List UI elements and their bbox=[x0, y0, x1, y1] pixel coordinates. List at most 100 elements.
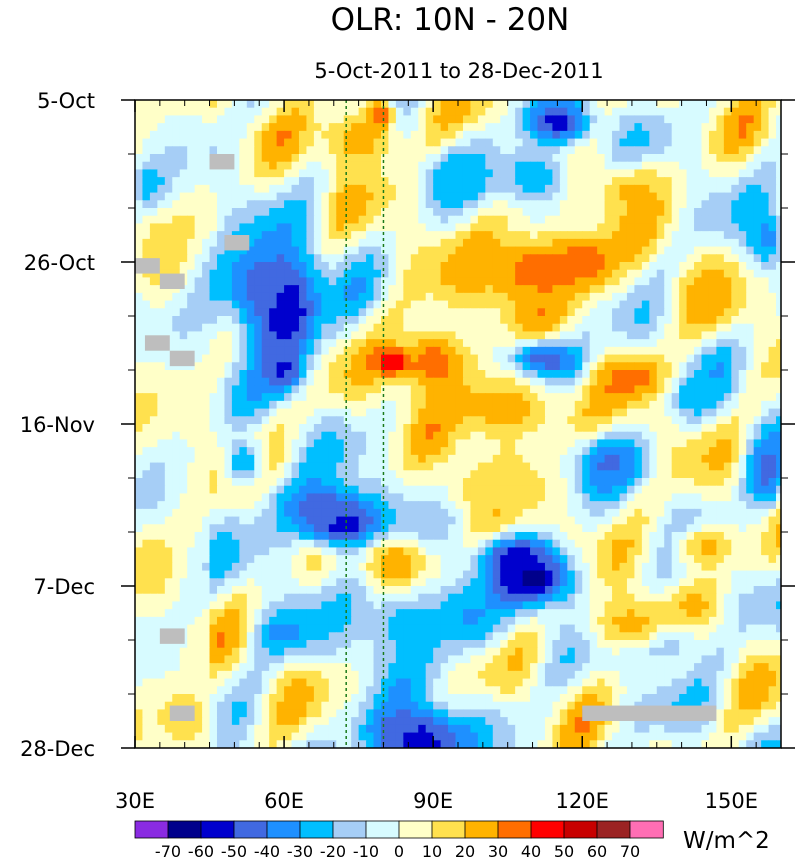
field-cell bbox=[656, 208, 665, 217]
field-cell bbox=[157, 254, 166, 263]
field-cell bbox=[641, 184, 650, 194]
field-cell bbox=[619, 246, 628, 255]
field-cell bbox=[254, 447, 263, 456]
field-cell bbox=[276, 416, 285, 425]
field-cell bbox=[731, 431, 740, 441]
field-cell bbox=[641, 177, 650, 186]
field-cell bbox=[649, 377, 658, 387]
field-cell bbox=[306, 354, 315, 363]
field-cell bbox=[351, 138, 360, 147]
field-cell bbox=[321, 208, 330, 217]
field-cell bbox=[276, 462, 285, 471]
field-cell bbox=[380, 454, 390, 464]
field-cell bbox=[753, 400, 762, 410]
field-cell bbox=[388, 277, 397, 286]
field-cell bbox=[738, 308, 747, 317]
field-cell bbox=[418, 208, 427, 217]
field-cell bbox=[768, 408, 777, 417]
field-cell bbox=[380, 416, 390, 425]
field-cell bbox=[597, 277, 606, 286]
field-cell bbox=[723, 331, 732, 340]
field-cell bbox=[433, 385, 442, 394]
field-cell bbox=[716, 362, 725, 371]
field-cell bbox=[701, 130, 710, 140]
field-cell bbox=[231, 184, 240, 194]
field-cell bbox=[716, 277, 725, 286]
field-cell bbox=[574, 177, 583, 186]
field-cell bbox=[626, 508, 635, 518]
field-cell bbox=[403, 100, 412, 109]
field-cell bbox=[433, 339, 442, 348]
field-cell bbox=[351, 184, 360, 194]
field-cell bbox=[455, 485, 464, 495]
field-cell bbox=[448, 431, 457, 441]
field-cell bbox=[708, 177, 717, 186]
field-cell bbox=[216, 146, 226, 155]
field-cell bbox=[671, 192, 680, 201]
field-cell bbox=[716, 470, 725, 479]
field-cell bbox=[351, 393, 360, 402]
field-cell bbox=[380, 323, 390, 333]
field-cell bbox=[366, 154, 375, 163]
field-cell bbox=[485, 246, 494, 255]
field-cell bbox=[202, 532, 211, 541]
field-cell bbox=[209, 516, 218, 525]
field-cell bbox=[686, 385, 695, 394]
field-cell bbox=[530, 262, 539, 271]
field-cell bbox=[216, 439, 226, 448]
field-cell bbox=[343, 138, 352, 147]
field-cell bbox=[559, 254, 568, 263]
field-cell bbox=[462, 431, 472, 441]
field-cell bbox=[776, 115, 781, 124]
field-cell bbox=[388, 169, 397, 178]
field-cell bbox=[246, 192, 255, 201]
field-cell bbox=[321, 169, 330, 178]
field-cell bbox=[410, 331, 419, 340]
field-cell bbox=[298, 431, 308, 441]
field-cell bbox=[544, 269, 554, 279]
field-cell bbox=[544, 470, 554, 479]
field-cell bbox=[559, 130, 568, 140]
field-cell bbox=[135, 192, 144, 201]
field-cell bbox=[343, 339, 352, 348]
field-cell bbox=[425, 123, 434, 132]
field-cell bbox=[172, 424, 181, 433]
field-cell bbox=[746, 439, 755, 448]
field-cell bbox=[224, 215, 233, 225]
field-cell bbox=[231, 161, 240, 171]
field-cell bbox=[343, 184, 352, 194]
field-cell bbox=[254, 323, 263, 333]
field-cell bbox=[425, 308, 434, 317]
field-cell bbox=[649, 354, 658, 363]
field-cell bbox=[462, 300, 472, 309]
field-cell bbox=[641, 346, 650, 356]
field-cell bbox=[701, 447, 710, 456]
field-cell bbox=[500, 370, 509, 379]
field-cell bbox=[776, 516, 781, 525]
field-cell bbox=[380, 539, 390, 549]
field-cell bbox=[716, 223, 725, 232]
field-cell bbox=[626, 416, 635, 425]
field-cell bbox=[216, 485, 226, 495]
field-cell bbox=[753, 462, 762, 471]
field-cell bbox=[500, 262, 509, 271]
field-cell bbox=[753, 154, 762, 163]
field-cell bbox=[634, 246, 643, 255]
field-cell bbox=[202, 123, 211, 132]
field-cell bbox=[761, 115, 770, 124]
field-cell bbox=[738, 393, 747, 402]
field-cell bbox=[761, 485, 770, 495]
field-cell bbox=[306, 177, 315, 186]
field-cell bbox=[298, 161, 308, 171]
field-cell bbox=[462, 424, 472, 433]
field-cell bbox=[731, 231, 740, 240]
field-cell bbox=[761, 169, 770, 178]
field-cell bbox=[276, 354, 285, 363]
field-cell bbox=[597, 316, 606, 325]
field-cell bbox=[149, 462, 158, 471]
field-cell bbox=[164, 346, 173, 356]
field-cell bbox=[500, 215, 509, 225]
field-cell bbox=[544, 447, 554, 456]
field-cell bbox=[306, 439, 315, 448]
field-cell bbox=[366, 130, 375, 140]
